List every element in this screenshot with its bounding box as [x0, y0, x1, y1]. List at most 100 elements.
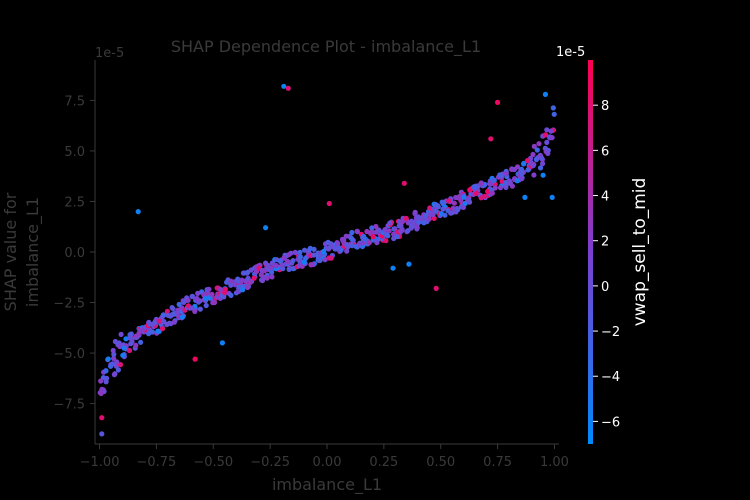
- scatter-point: [114, 359, 120, 365]
- scatter-point: [361, 233, 367, 240]
- y-tick-label: 0.0: [64, 246, 85, 261]
- scatter-point: [540, 161, 546, 167]
- colorbar-ticks: −6 −4 −2 0 2 4 6 8: [593, 99, 620, 430]
- scatter-point: [334, 240, 340, 246]
- scatter-point: [392, 226, 398, 232]
- scatter-point: [161, 319, 167, 325]
- x-tick-label: −0.50: [193, 455, 233, 470]
- scatter-point: [224, 279, 230, 285]
- scatter-point: [285, 258, 291, 264]
- scatter-point: [421, 220, 427, 226]
- scatter-point: [297, 254, 303, 260]
- colorbar-tick-label: 6: [601, 144, 609, 159]
- scatter-point: [514, 164, 521, 170]
- scatter-point: [240, 287, 246, 293]
- x-tick-label: −1.00: [80, 455, 120, 470]
- scatter-point: [138, 339, 144, 345]
- scatter-point-outlier: [285, 85, 291, 91]
- colorbar-tick-label: 0: [601, 280, 609, 295]
- scatter-point-outlier: [390, 265, 396, 271]
- scatter-point: [530, 163, 536, 169]
- scatter-point: [128, 341, 134, 347]
- scatter-point-outlier: [540, 172, 546, 178]
- scatter-point: [490, 178, 496, 184]
- scatter-point-outlier: [406, 261, 412, 267]
- scatter-point: [194, 296, 200, 302]
- scatter-point: [349, 236, 355, 242]
- scatter-point: [290, 266, 296, 272]
- scatter-point: [370, 234, 376, 240]
- scatter-point: [192, 308, 198, 314]
- scatter-point: [137, 327, 144, 333]
- scatter-point: [383, 238, 389, 244]
- scatter-point: [519, 171, 525, 177]
- scatter-point: [387, 220, 393, 226]
- y-axis-label-line1: SHAP value for: [1, 192, 20, 311]
- scatter-point: [467, 199, 473, 205]
- scatter-point: [360, 240, 366, 246]
- x-tick-label: 0.00: [313, 455, 342, 470]
- scatter-point-outlier: [281, 83, 287, 89]
- scatter-point: [307, 245, 313, 251]
- scatter-point: [531, 143, 537, 149]
- scatter-point: [98, 390, 104, 397]
- x-tick-label: 1.00: [540, 455, 569, 470]
- colorbar-tick-label: 4: [601, 190, 609, 205]
- scatter-point-outlier: [433, 285, 439, 291]
- scatter-point-outlier: [488, 136, 494, 142]
- scatter-point: [433, 201, 439, 208]
- scatter-point: [104, 375, 110, 381]
- scatter-point: [478, 180, 484, 186]
- scatter-point: [376, 227, 382, 233]
- scatter-point: [497, 172, 503, 178]
- scatter-point: [279, 262, 285, 268]
- y-offset-label: 1e-5: [95, 46, 124, 61]
- scatter-point: [115, 367, 121, 373]
- scatter-point: [179, 314, 186, 320]
- scatter-point: [524, 158, 531, 164]
- colorbar-tick-label: 8: [601, 99, 609, 114]
- scatter-point: [536, 141, 542, 147]
- scatter-point: [374, 240, 380, 246]
- scatter-point: [236, 284, 242, 290]
- scatter-point: [211, 299, 218, 306]
- scatter-point: [157, 318, 163, 324]
- x-tick-label: −0.75: [136, 455, 176, 470]
- scatter-point: [344, 242, 350, 248]
- scatter-point: [544, 139, 550, 145]
- scatter-point: [549, 135, 555, 141]
- scatter-point: [550, 105, 556, 111]
- scatter-point: [431, 215, 437, 221]
- scatter-point: [164, 308, 170, 314]
- scatter-point-outlier: [495, 99, 501, 105]
- scatter-point: [269, 274, 275, 280]
- scatter-point: [150, 321, 156, 327]
- scatter-point: [109, 361, 116, 367]
- x-tick-label: 0.25: [369, 455, 398, 470]
- scatter-point: [398, 223, 404, 229]
- colorbar-tick-label: −2: [601, 325, 620, 340]
- scatter-point: [442, 212, 448, 218]
- scatter-point: [239, 277, 245, 283]
- scatter-point: [343, 233, 349, 239]
- scatter-point: [423, 212, 429, 219]
- scatter-point: [245, 269, 251, 275]
- scatter-point: [171, 319, 177, 325]
- y-tick-label: 7.5: [64, 94, 85, 109]
- scatter-point: [297, 249, 303, 255]
- scatter-point: [311, 252, 317, 258]
- y-ticks: −7.5 −5.0 −2.5 0.0 2.5 5.0 7.5: [53, 94, 95, 413]
- scatter-point: [472, 184, 478, 190]
- y-axis-label-line2: imbalance_L1: [23, 197, 43, 307]
- scatter-point: [548, 128, 554, 134]
- scatter-point: [460, 204, 467, 210]
- scatter-point: [455, 207, 461, 213]
- scatter-point: [412, 209, 418, 215]
- scatter-point: [403, 215, 409, 221]
- scatter-point: [440, 199, 446, 206]
- colorbar-tick-label: 2: [601, 235, 609, 250]
- scatter-point: [258, 272, 264, 278]
- scatter-point: [110, 347, 116, 354]
- scatter-point: [269, 269, 275, 275]
